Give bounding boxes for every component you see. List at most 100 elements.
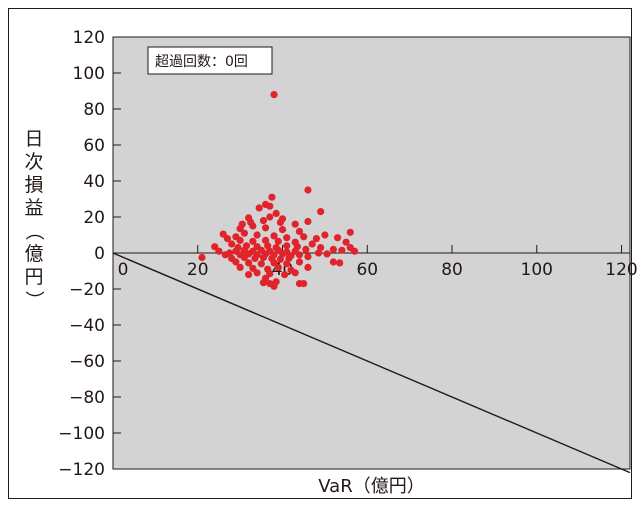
data-point <box>323 250 331 258</box>
data-point <box>295 258 304 266</box>
data-point <box>245 271 253 279</box>
data-point <box>276 255 284 263</box>
data-point <box>321 231 329 239</box>
annotation-box-frame <box>147 46 273 75</box>
data-point <box>283 234 291 242</box>
y-tick-label: −40 <box>69 316 105 336</box>
x-tick-label: 120 <box>605 260 637 280</box>
data-point <box>253 269 261 277</box>
data-point <box>211 243 219 251</box>
data-point <box>221 251 229 259</box>
data-point <box>240 253 248 262</box>
data-point <box>329 245 337 253</box>
data-point <box>259 253 268 262</box>
data-point <box>198 253 206 262</box>
y-tick-label: 20 <box>83 208 105 228</box>
data-point <box>249 264 257 272</box>
data-point <box>304 186 312 194</box>
data-point <box>274 263 282 271</box>
data-point <box>253 231 261 239</box>
data-point <box>261 236 270 244</box>
data-point <box>317 208 325 216</box>
data-point <box>336 259 344 267</box>
data-point <box>308 240 316 248</box>
data-point <box>270 282 278 290</box>
y-tick-label: 60 <box>83 136 105 156</box>
data-point <box>278 250 287 258</box>
data-point <box>270 232 278 240</box>
y-tick-label: −100 <box>58 424 105 444</box>
y-axis-label-char: ） <box>23 290 45 309</box>
data-point <box>257 260 265 268</box>
y-tick-label: −60 <box>69 352 105 372</box>
data-point <box>259 279 268 287</box>
data-point <box>304 253 312 261</box>
y-axis-label-char: 円 <box>24 266 43 288</box>
x-tick-label: 80 <box>441 260 463 280</box>
y-axis-label-char: 損 <box>24 174 43 196</box>
data-point <box>268 193 276 201</box>
data-point <box>295 227 304 235</box>
data-point <box>272 209 280 217</box>
data-point <box>317 244 325 252</box>
data-point <box>270 91 278 99</box>
data-point <box>342 238 350 246</box>
x-tick-label: 0 <box>118 260 129 280</box>
data-point <box>270 259 278 267</box>
y-axis-label-char: 日 <box>24 128 43 150</box>
data-point <box>236 236 244 244</box>
data-point <box>245 259 253 267</box>
data-point <box>333 234 342 242</box>
data-point <box>314 249 323 257</box>
data-point <box>338 246 346 254</box>
data-point <box>312 235 321 243</box>
data-point <box>240 229 248 237</box>
data-point <box>304 217 312 226</box>
data-point <box>247 218 255 226</box>
y-tick-label: 100 <box>73 64 105 84</box>
y-tick-label: −80 <box>69 388 105 408</box>
data-point <box>300 233 308 241</box>
y-axis-label-char: 億 <box>24 243 43 265</box>
data-points <box>198 91 359 290</box>
annotation-box: 超過回数：0回 <box>147 46 273 75</box>
data-point <box>283 260 291 268</box>
data-point <box>249 237 257 245</box>
data-point <box>232 258 240 266</box>
y-tick-label: 40 <box>83 172 105 192</box>
data-point <box>285 254 293 262</box>
data-point <box>223 235 232 243</box>
data-point <box>350 247 359 255</box>
x-tick-label: 60 <box>356 260 378 280</box>
y-tick-label: 80 <box>83 100 105 120</box>
data-point <box>329 258 337 266</box>
data-point <box>266 270 274 278</box>
data-point <box>215 247 223 255</box>
data-point <box>278 226 287 234</box>
data-point <box>236 263 244 271</box>
y-tick-label: 120 <box>73 28 105 48</box>
x-tick-label: 100 <box>521 260 553 280</box>
data-point <box>266 213 274 221</box>
x-tick-label: 20 <box>187 260 209 280</box>
x-axis-label: VaR（億円） <box>318 476 424 497</box>
data-point <box>264 242 272 250</box>
y-tick-label: −20 <box>69 280 105 300</box>
data-point <box>295 251 304 259</box>
data-point <box>255 204 263 212</box>
y-axis-label-char: （ <box>23 221 45 240</box>
threshold-line <box>112 252 631 474</box>
data-point <box>291 220 299 228</box>
data-point <box>300 280 308 288</box>
data-point <box>259 217 268 225</box>
data-point <box>238 220 246 228</box>
y-tick-label: 0 <box>94 244 105 264</box>
data-point <box>291 269 299 277</box>
data-point <box>346 228 354 236</box>
data-point <box>283 242 291 250</box>
data-point <box>281 271 289 279</box>
data-point <box>274 237 282 245</box>
